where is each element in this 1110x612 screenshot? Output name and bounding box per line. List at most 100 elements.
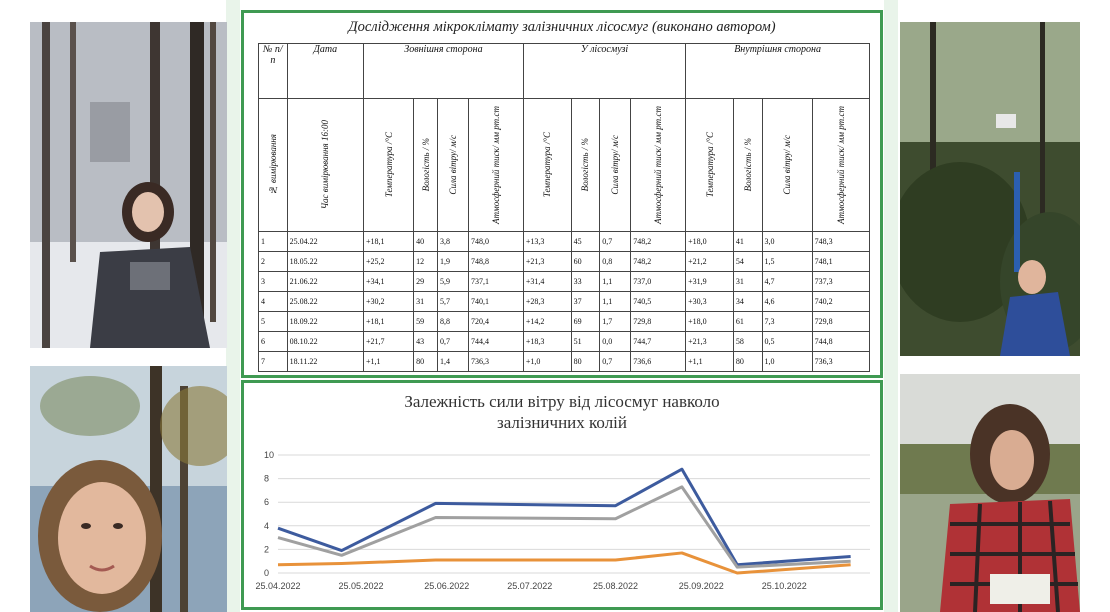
table-cell: 33 bbox=[570, 271, 601, 292]
table-cell: 51 bbox=[570, 331, 601, 352]
x-tick-label: 25.06.2022 bbox=[424, 581, 469, 591]
table-cell: 740,1 bbox=[468, 291, 524, 312]
table-cell: +21,3 bbox=[522, 251, 572, 272]
header-humidity: Вологість / % bbox=[580, 138, 591, 192]
table-cell: 43 bbox=[413, 331, 438, 352]
y-tick-label: 4 bbox=[264, 521, 269, 531]
header-pressure: Атмосферний тиск/ мм рт.ст bbox=[490, 105, 501, 225]
table-cell: +18,0 bbox=[685, 231, 734, 252]
table-cell: 7 bbox=[258, 351, 288, 372]
table-cell: +28,3 bbox=[522, 291, 572, 312]
table-cell: 59 bbox=[413, 311, 438, 332]
table-row: 3 21.06.22 +34,1 29 5,9 737,1 +31,4 33 1,1 737,0 +… bbox=[258, 271, 871, 292]
table-cell: 5,7 bbox=[436, 291, 470, 312]
measurement-table: № п/п Дата Зовнішня сторона У лісосмузі … bbox=[258, 43, 871, 372]
left-background-strip bbox=[226, 0, 240, 612]
table-cell: 720,4 bbox=[468, 311, 524, 332]
table-cell: +18,1 bbox=[363, 311, 415, 332]
table-cell: 737,1 bbox=[468, 271, 524, 292]
y-tick-label: 2 bbox=[264, 544, 269, 554]
table-cell: 748,8 bbox=[468, 251, 524, 272]
table-cell: 18.05.22 bbox=[286, 251, 365, 272]
header-time: Час вимірювання 16:00 bbox=[320, 120, 331, 210]
table-cell: 3,0 bbox=[761, 231, 813, 252]
table-cell: 744,7 bbox=[630, 331, 687, 352]
table-cell: 69 bbox=[570, 311, 601, 332]
table-cell: 21.06.22 bbox=[286, 271, 365, 292]
table-row: 6 08.10.22 +21,7 43 0,7 744,4 +18,3 51 0,0 744,7 +… bbox=[258, 331, 871, 352]
table-cell: 0,7 bbox=[436, 331, 470, 352]
table-cell: +13,3 bbox=[522, 231, 572, 252]
table-cell: 54 bbox=[732, 251, 763, 272]
table-row: 4 25.08.22 +30,2 31 5,7 740,1 +28,3 37 1,1 740,5 +… bbox=[258, 291, 871, 312]
table-cell: 40 bbox=[413, 231, 438, 252]
header-measurement-no: № вимірювання bbox=[267, 134, 278, 196]
table-cell: 0,5 bbox=[761, 331, 813, 352]
table-cell: +30,2 bbox=[363, 291, 415, 312]
table-cell: 80 bbox=[570, 351, 601, 372]
table-cell: +18,3 bbox=[522, 331, 572, 352]
table-cell: 12 bbox=[413, 251, 438, 272]
table-cell: 37 bbox=[570, 291, 601, 312]
table-cell: 31 bbox=[732, 271, 763, 292]
table-cell: 748,1 bbox=[811, 251, 871, 272]
table-cell: +1,0 bbox=[522, 351, 572, 372]
table-cell: 80 bbox=[732, 351, 763, 372]
table-cell: 1,9 bbox=[436, 251, 470, 272]
table-cell: 18.09.22 bbox=[286, 311, 365, 332]
table-cell: 736,3 bbox=[811, 351, 871, 372]
table-cell: +31,4 bbox=[522, 271, 572, 292]
photo-bottom-right bbox=[900, 374, 1080, 612]
table-cell: 748,2 bbox=[630, 231, 687, 252]
table-cell: +34,1 bbox=[363, 271, 415, 292]
y-tick-label: 8 bbox=[264, 474, 269, 484]
table-cell: 18.11.22 bbox=[286, 351, 365, 372]
header-pressure: Атмосферний тиск/ мм рт.ст bbox=[835, 105, 846, 225]
table-cell: 2 bbox=[258, 251, 288, 272]
chart-panel: Залежність сили вітру від лісосмуг навко… bbox=[241, 380, 883, 610]
header-date: Дата bbox=[286, 43, 365, 99]
header-temp: Температура /°C bbox=[383, 132, 394, 198]
table-cell: 0,7 bbox=[599, 231, 632, 252]
header-wind: Сила вітру/ м/с bbox=[782, 135, 793, 195]
table-cell: +1,1 bbox=[685, 351, 734, 372]
table-cell: 1,5 bbox=[761, 251, 813, 272]
series-line-2 bbox=[277, 485, 851, 569]
table-cell: 748,0 bbox=[468, 231, 524, 252]
x-tick-label: 25.09.2022 bbox=[679, 581, 724, 591]
header-pressure: Атмосферний тиск/ мм рт.ст bbox=[653, 105, 664, 225]
table-cell: 45 bbox=[570, 231, 601, 252]
table-cell: +1,1 bbox=[363, 351, 415, 372]
table-cell: 41 bbox=[732, 231, 763, 252]
table-cell: 60 bbox=[570, 251, 601, 272]
table-cell: 744,4 bbox=[468, 331, 524, 352]
table-cell: 3 bbox=[258, 271, 288, 292]
table-panel: Дослідження мікроклімату залізничних ліс… bbox=[241, 10, 883, 378]
table-cell: +30,3 bbox=[685, 291, 734, 312]
table-cell: 740,5 bbox=[630, 291, 687, 312]
table-cell: 4,7 bbox=[761, 271, 813, 292]
table-cell: 748,3 bbox=[811, 231, 871, 252]
x-tick-label: 25.05.2022 bbox=[338, 581, 383, 591]
table-cell: 7,3 bbox=[761, 311, 813, 332]
header-humidity: Вологість / % bbox=[420, 138, 431, 192]
table-cell: +21,3 bbox=[685, 331, 734, 352]
table-cell: 31 bbox=[413, 291, 438, 312]
table-cell: 58 bbox=[732, 331, 763, 352]
x-tick-label: 25.04.2022 bbox=[255, 581, 300, 591]
right-background-strip bbox=[884, 0, 898, 612]
table-cell: 736,6 bbox=[630, 351, 687, 372]
x-tick-label: 25.08.2022 bbox=[593, 581, 638, 591]
table-cell: 4 bbox=[258, 291, 288, 312]
table-cell: 6 bbox=[258, 331, 288, 352]
table-cell: 3,8 bbox=[436, 231, 470, 252]
header-wind: Сила вітру/ м/с bbox=[447, 135, 458, 195]
table-cell: 740,2 bbox=[811, 291, 871, 312]
wind-chart: 0 2 4 6 8 10 25.04.2022 25.05.2022 25.06.2022 25.… bbox=[255, 450, 870, 591]
table-cell: 5 bbox=[258, 311, 288, 332]
table-cell: 736,3 bbox=[468, 351, 524, 372]
table-cell: 5,9 bbox=[436, 271, 470, 292]
table-cell: +21,2 bbox=[685, 251, 734, 272]
header-no: № п/п bbox=[258, 43, 288, 99]
table-cell: 8,8 bbox=[436, 311, 470, 332]
